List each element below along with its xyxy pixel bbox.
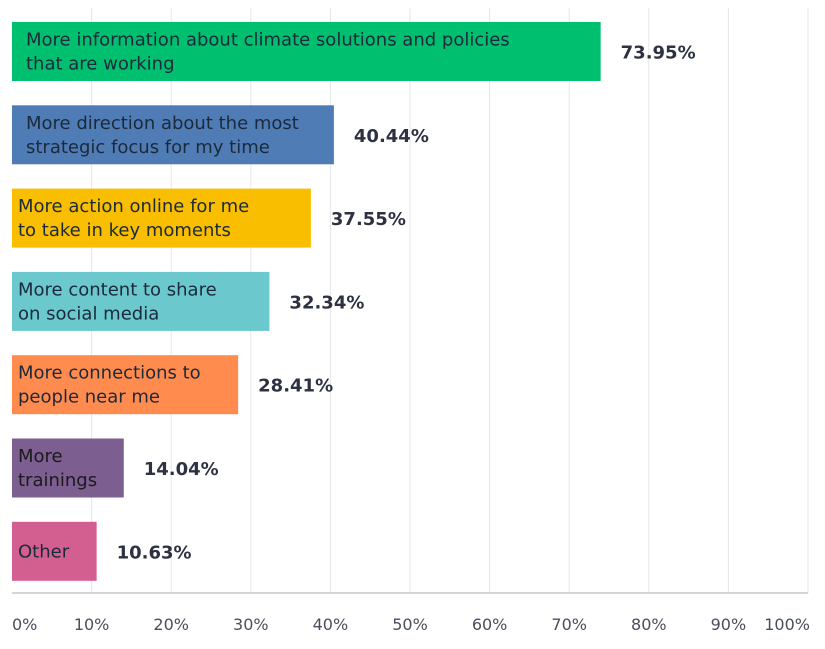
- bar-value-label: 37.55%: [331, 209, 406, 230]
- bar-category-label: More connections to: [18, 363, 201, 384]
- bar-category-label: trainings: [18, 470, 97, 491]
- x-axis-ticks: 0% 10% 20% 30% 40% 50% 60% 70% 80% 90% 100%: [12, 615, 810, 634]
- x-tick-label: 30%: [233, 615, 269, 634]
- bar-category-label: on social media: [18, 303, 159, 324]
- bar-category-label: More: [18, 446, 63, 467]
- bar-category-label: people near me: [18, 387, 160, 408]
- x-tick-label: 20%: [153, 615, 189, 634]
- x-tick-label: 100%: [764, 615, 810, 634]
- x-tick-label: 50%: [392, 615, 428, 634]
- bar-group: More content to share on social media 32.3…: [12, 271, 364, 331]
- x-tick-label: 60%: [472, 615, 508, 634]
- bars: More information about climate solutions…: [12, 22, 696, 581]
- bar-category-label: More information about climate solutions…: [26, 30, 510, 51]
- x-tick-label: 70%: [551, 615, 587, 634]
- bar: [12, 188, 311, 248]
- bar: [12, 355, 239, 415]
- bar-category-label: More content to share: [18, 279, 217, 300]
- bar-group: More connections to people near me 28.41%: [12, 355, 333, 415]
- bar: [12, 105, 334, 165]
- bar-group: More action online for me to take in key …: [12, 188, 406, 248]
- bar: [12, 22, 601, 81]
- bar-category-label: More action online for me: [18, 196, 249, 217]
- bar: [12, 271, 270, 331]
- bar: [12, 438, 124, 498]
- bar-category-label: Other: [18, 541, 70, 562]
- bar-category-label: to take in key moments: [18, 220, 231, 241]
- bar-category-label: that are working: [26, 54, 175, 75]
- bar-group: More information about climate solutions…: [12, 22, 696, 81]
- bar-value-label: 10.63%: [117, 542, 192, 563]
- bar-value-label: 14.04%: [144, 459, 219, 480]
- bar: [12, 521, 97, 581]
- x-tick-label: 80%: [631, 615, 667, 634]
- bar-group: More trainings 14.04%: [12, 438, 219, 498]
- bar-value-label: 40.44%: [354, 126, 429, 147]
- bar-category-label: More direction about the most: [26, 113, 299, 134]
- x-tick-label: 90%: [711, 615, 747, 634]
- x-tick-label: 40%: [313, 615, 349, 634]
- bar-category-label: strategic focus for my time: [26, 137, 270, 158]
- bar-value-label: 73.95%: [621, 43, 696, 64]
- x-tick-label: 0%: [12, 615, 37, 634]
- x-tick-label: 10%: [74, 615, 110, 634]
- bar-value-label: 28.41%: [258, 376, 333, 397]
- bar-value-label: 32.34%: [289, 292, 364, 313]
- bar-group: Other 10.63%: [12, 521, 192, 581]
- bar-group: More direction about the most strategic f…: [12, 105, 429, 165]
